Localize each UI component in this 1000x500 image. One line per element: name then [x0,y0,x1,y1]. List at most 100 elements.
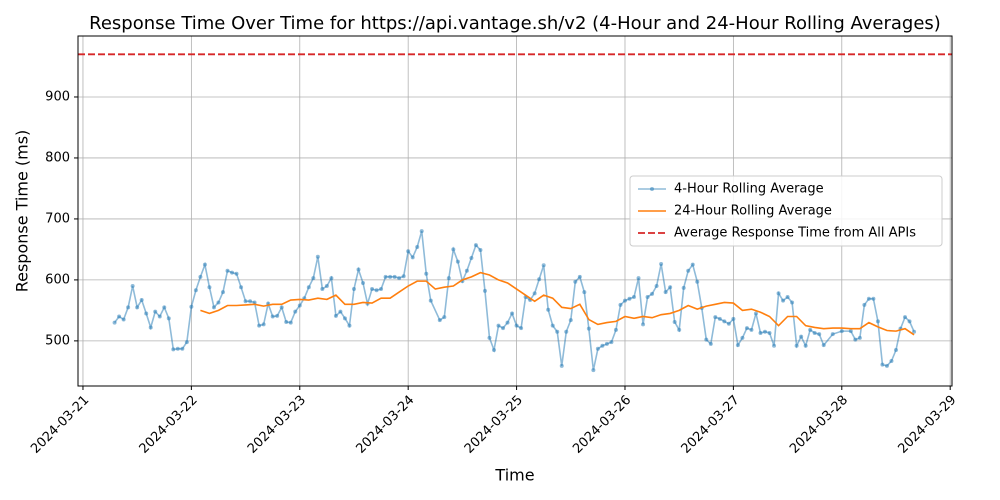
point [889,359,894,363]
point [893,348,898,353]
point [776,291,781,296]
point [257,323,262,328]
point [491,348,496,353]
point [582,290,587,295]
point [767,330,772,335]
point [428,298,433,303]
point [216,300,221,305]
point [618,302,623,307]
point [772,343,777,348]
point [681,285,686,290]
point [130,284,135,288]
point [202,262,207,267]
x-axis-label: Time [494,466,534,485]
point [415,244,420,249]
y-tick-label: 700 [45,211,70,226]
y-axis-label: Response Time (ms) [13,130,32,293]
point [189,304,194,309]
point [361,280,366,285]
point [912,329,917,334]
point [261,322,266,327]
point [329,276,334,281]
point [342,316,347,321]
point [853,337,858,342]
point [627,296,632,301]
point [803,343,808,348]
legend-box [629,175,943,247]
point [220,290,225,295]
x-tick-label: 2024-03-22 [137,393,201,457]
point [591,368,596,373]
point [410,255,415,260]
point [370,287,375,292]
point [166,316,171,321]
point [884,363,889,368]
point [817,332,822,337]
point [248,299,253,304]
x-tick-label: 2024-03-29 [895,393,959,457]
point [686,268,691,273]
point [406,249,411,254]
point [153,309,158,314]
x-tick-label: 2024-03-24 [353,393,417,457]
point [595,346,600,351]
point [609,340,614,345]
point [726,321,731,326]
point [333,313,338,318]
point [293,309,298,314]
point [455,259,460,264]
point [550,323,555,328]
point [306,285,311,290]
legend-label: 4-Hour Rolling Average [674,182,824,197]
x-tick-label: 2024-03-21 [28,393,92,457]
point [622,298,627,303]
point [546,307,551,312]
point [437,318,442,323]
point [446,276,451,281]
point [338,309,343,314]
point [735,343,740,348]
x-tick-label: 2024-03-26 [570,393,634,457]
point [270,314,275,319]
point [225,268,230,273]
point [839,329,844,334]
point [162,305,167,310]
point [586,326,591,331]
y-tick-label: 900 [45,89,70,104]
point [126,305,131,310]
point [279,305,284,310]
point [487,335,492,340]
point [541,263,546,268]
point [568,318,573,323]
legend-label: 24-Hour Rolling Average [674,204,832,219]
point [650,291,655,296]
point [211,305,216,310]
point [632,294,637,299]
point [636,276,641,281]
point [645,294,650,299]
point [478,248,483,253]
point [848,329,853,334]
point [749,327,754,332]
point [157,314,162,319]
point [555,329,560,334]
point [180,346,185,351]
point [171,347,176,352]
point [193,288,198,293]
point [677,327,682,332]
point [753,311,758,316]
point [424,271,429,276]
point [135,305,140,310]
point [482,288,487,293]
point [717,316,722,321]
point [763,329,768,334]
point [207,285,212,290]
point [401,274,406,279]
point [519,326,524,331]
point [510,311,515,316]
point [731,316,736,321]
point [379,287,384,292]
point [659,262,664,267]
point [830,332,835,337]
